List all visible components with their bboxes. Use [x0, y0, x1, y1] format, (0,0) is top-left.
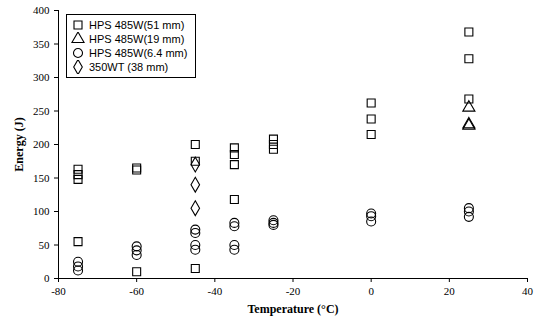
svg-text:-60: -60: [129, 285, 144, 297]
html-text:350WT (38 mm): 350WT (38 mm): [89, 61, 169, 73]
html-text:HPS 485W(19 mm): HPS 485W(19 mm): [89, 33, 185, 45]
svg-text:-40: -40: [207, 285, 222, 297]
svg-text:300: 300: [33, 71, 50, 83]
svg-text:Temperature (°C): Temperature (°C): [247, 302, 338, 316]
svg-text:20: 20: [444, 285, 456, 297]
svg-text:100: 100: [33, 205, 50, 217]
svg-text:250: 250: [33, 105, 50, 117]
html-text:HPS 485W(6.4 mm): HPS 485W(6.4 mm): [89, 47, 188, 59]
svg-text:50: 50: [39, 239, 51, 251]
svg-text:40: 40: [522, 285, 534, 297]
svg-text:0: 0: [44, 272, 50, 284]
svg-text:150: 150: [33, 172, 50, 184]
svg-text:200: 200: [33, 138, 50, 150]
svg-text:-80: -80: [51, 285, 66, 297]
html-text:HPS 485W(51 mm): HPS 485W(51 mm): [89, 19, 185, 31]
svg-text:350: 350: [33, 38, 50, 50]
svg-text:Energy (J): Energy (J): [12, 117, 26, 171]
svg-text:0: 0: [368, 285, 374, 297]
svg-text:-20: -20: [286, 285, 301, 297]
svg-text:400: 400: [33, 4, 50, 16]
